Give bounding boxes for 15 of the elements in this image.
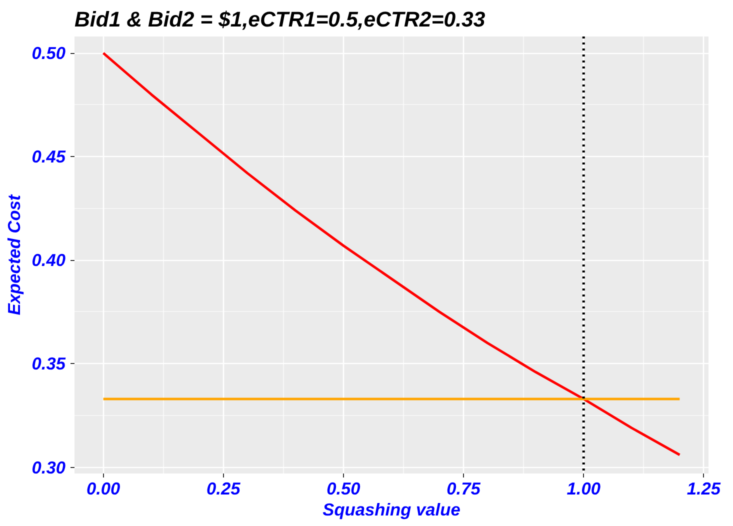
y-axis-title: Expected Cost xyxy=(4,194,24,316)
x-tick-label: 0.50 xyxy=(326,478,361,498)
x-axis-title: Squashing value xyxy=(322,500,461,520)
y-tick-label: 0.45 xyxy=(32,146,66,167)
x-tick-label: 1.00 xyxy=(566,478,601,498)
y-tick-label: 0.40 xyxy=(32,250,66,270)
y-tick-label: 0.35 xyxy=(32,354,66,374)
x-tick-label: 0.25 xyxy=(206,478,241,498)
chart-title: Bid1 & Bid2 = $1,eCTR1=0.5,eCTR2=0.33 xyxy=(74,8,486,32)
y-tick-label: 0.50 xyxy=(32,43,66,64)
x-tick-label: 0.75 xyxy=(446,478,481,498)
x-tick-label: 0.00 xyxy=(86,478,121,498)
line-series xyxy=(102,52,681,456)
x-tick-label: 1.25 xyxy=(686,478,721,498)
y-tick-label: 0.30 xyxy=(32,457,66,478)
